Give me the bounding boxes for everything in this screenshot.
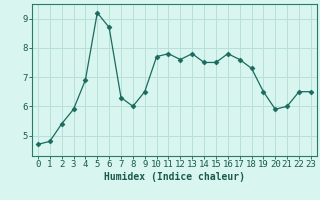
X-axis label: Humidex (Indice chaleur): Humidex (Indice chaleur) bbox=[104, 172, 245, 182]
